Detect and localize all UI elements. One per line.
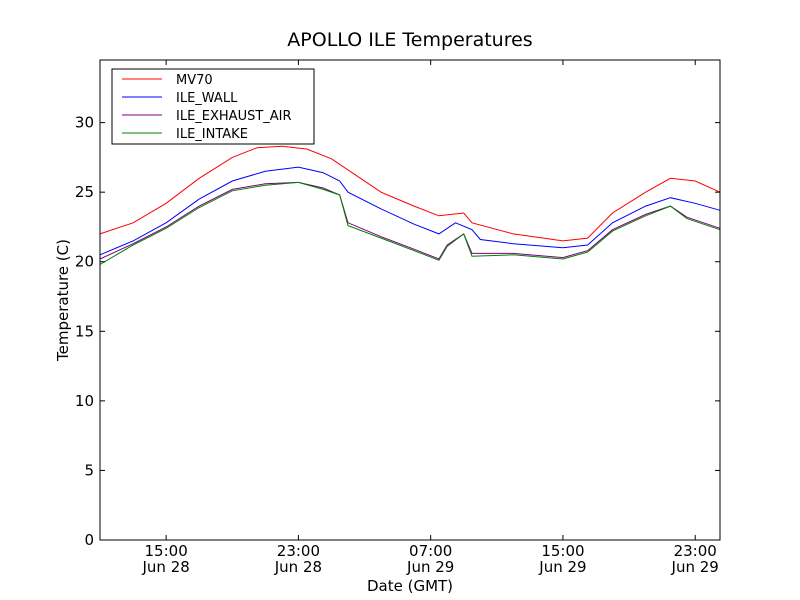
y-tick-label: 10 xyxy=(75,392,94,410)
x-tick-date: Jun 29 xyxy=(671,558,719,576)
x-tick-date: Jun 28 xyxy=(274,558,322,576)
plot-frame xyxy=(99,59,721,541)
y-axis: 0 5 10 15 20 25 30 xyxy=(75,114,720,549)
y-tick-label: 0 xyxy=(84,531,94,549)
y-axis-label: Temperature (C) xyxy=(54,239,72,362)
x-tick-time: 15:00 xyxy=(541,542,584,560)
legend-label: ILE_INTAKE xyxy=(176,127,248,142)
series-line-ile-wall xyxy=(99,166,721,256)
series-line-ile-exhaust-air xyxy=(99,181,721,260)
x-tick-time: 23:00 xyxy=(674,542,717,560)
legend-label: MV70 xyxy=(176,73,213,88)
chart-title: APOLLO ILE Temperatures xyxy=(287,29,532,51)
series-layer xyxy=(99,145,721,265)
y-tick-label: 30 xyxy=(75,114,94,132)
x-tick-time: 15:00 xyxy=(145,542,188,560)
x-tick-date: Jun 28 xyxy=(141,558,189,576)
legend-label: ILE_EXHAUST_AIR xyxy=(176,109,292,124)
y-tick-label: 5 xyxy=(84,461,94,479)
y-tick-label: 20 xyxy=(75,253,94,271)
x-tick-date: Jun 29 xyxy=(538,558,586,576)
x-tick-date: Jun 29 xyxy=(406,558,454,576)
x-tick-time: 07:00 xyxy=(409,542,452,560)
legend-box xyxy=(111,68,315,145)
series-line-mv70 xyxy=(99,145,721,242)
x-tick-time: 23:00 xyxy=(277,542,320,560)
series-line-ile-intake xyxy=(99,181,721,265)
y-tick-label: 25 xyxy=(75,183,94,201)
y-tick-label: 15 xyxy=(75,322,94,340)
legend-label: ILE_WALL xyxy=(176,91,238,106)
x-axis-label: Date (GMT) xyxy=(367,577,453,595)
legend: MV70 ILE_WALL ILE_EXHAUST_AIR ILE_INTAKE xyxy=(111,68,315,145)
